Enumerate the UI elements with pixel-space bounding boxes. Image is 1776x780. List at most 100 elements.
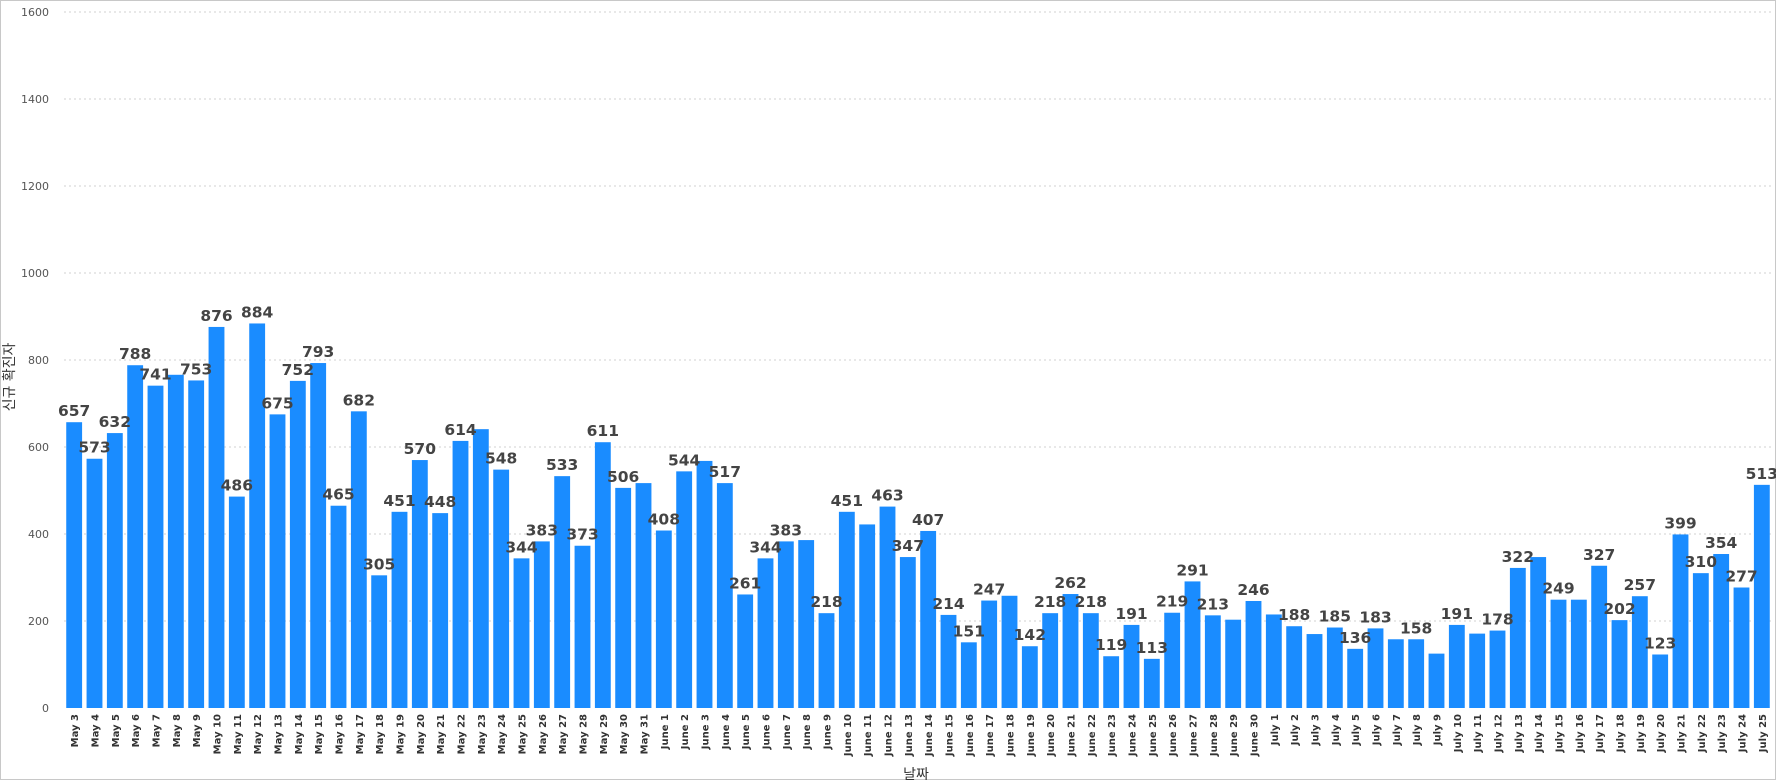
bar xyxy=(615,487,632,708)
x-tick-label: June 12 xyxy=(884,714,895,757)
x-tick-label: June 3 xyxy=(701,714,712,750)
data-label: 752 xyxy=(282,361,314,379)
x-tick-label: June 19 xyxy=(1026,714,1037,757)
data-label: 277 xyxy=(1725,568,1757,586)
x-tick-label: May 3 xyxy=(70,714,81,747)
bar xyxy=(452,440,469,708)
data-label: 548 xyxy=(485,450,517,468)
data-label: 344 xyxy=(749,538,782,556)
bar xyxy=(899,557,916,708)
data-label: 544 xyxy=(668,451,701,469)
data-label: 119 xyxy=(1095,636,1127,654)
x-tick-label: June 1 xyxy=(660,714,671,750)
x-tick-label: July 8 xyxy=(1412,714,1423,746)
x-tick-label: June 20 xyxy=(1046,714,1057,757)
data-label: 876 xyxy=(200,307,232,325)
x-tick-label: June 26 xyxy=(1168,714,1179,757)
x-tick-label: July 12 xyxy=(1494,714,1505,753)
data-label: 191 xyxy=(1115,605,1147,623)
data-label: 214 xyxy=(932,595,965,613)
bar xyxy=(1387,639,1404,708)
data-label: 373 xyxy=(566,526,598,544)
x-axis-title: 날짜 xyxy=(903,767,929,780)
bar xyxy=(554,476,571,708)
x-tick-label: July 25 xyxy=(1758,714,1769,753)
x-tick-label: June 11 xyxy=(863,714,874,757)
data-label: 463 xyxy=(871,487,903,505)
data-label: 657 xyxy=(58,402,90,420)
bar xyxy=(594,442,611,708)
x-tick-label: July 11 xyxy=(1473,714,1484,753)
data-label: 788 xyxy=(119,345,151,363)
bar xyxy=(838,511,855,708)
bar xyxy=(1123,624,1140,708)
x-tick-label: June 30 xyxy=(1250,714,1261,757)
bar xyxy=(310,363,327,708)
bar xyxy=(513,558,530,708)
x-tick-label: July 10 xyxy=(1453,714,1464,753)
data-label: 191 xyxy=(1441,605,1473,623)
data-label: 218 xyxy=(810,593,842,611)
bar xyxy=(635,483,652,708)
y-tick-label: 1000 xyxy=(21,267,49,280)
bar xyxy=(1367,628,1384,708)
x-tick-label: July 2 xyxy=(1290,714,1301,746)
bar xyxy=(289,380,306,708)
bar xyxy=(960,642,977,708)
bar xyxy=(737,594,754,708)
bar xyxy=(147,385,164,708)
x-tick-label: May 6 xyxy=(131,714,142,747)
x-tick-label: June 16 xyxy=(965,714,976,757)
data-label: 136 xyxy=(1339,629,1371,647)
x-tick-label: May 27 xyxy=(558,714,569,754)
bar xyxy=(920,530,937,708)
bar xyxy=(757,558,774,708)
data-label: 327 xyxy=(1583,546,1615,564)
data-label: 249 xyxy=(1542,580,1574,598)
bar xyxy=(676,471,693,708)
bar xyxy=(1550,599,1567,708)
data-label: 123 xyxy=(1644,634,1676,652)
data-label: 247 xyxy=(973,581,1005,599)
bar xyxy=(1021,646,1038,708)
data-label: 682 xyxy=(343,391,375,409)
bar xyxy=(1042,613,1059,708)
bar xyxy=(66,422,83,708)
x-tick-label: May 12 xyxy=(253,714,264,754)
bar xyxy=(1306,634,1323,708)
bar xyxy=(818,613,835,708)
x-tick-label: July 9 xyxy=(1433,714,1444,746)
bar xyxy=(1286,626,1303,708)
bar xyxy=(249,323,266,708)
data-label: 448 xyxy=(424,493,456,511)
x-tick-label: May 19 xyxy=(396,714,407,754)
x-tick-label: July 17 xyxy=(1595,714,1606,753)
bar xyxy=(1652,654,1669,708)
data-label: 533 xyxy=(546,456,578,474)
data-label: 451 xyxy=(383,492,415,510)
x-tick-label: July 13 xyxy=(1514,714,1525,753)
data-label: 383 xyxy=(526,521,558,539)
x-tick-label: May 17 xyxy=(355,714,366,754)
bar xyxy=(1733,587,1750,708)
x-tick-label: July 22 xyxy=(1697,714,1708,753)
bar xyxy=(533,541,550,708)
y-tick-label: 200 xyxy=(28,615,49,628)
bar xyxy=(1265,614,1282,708)
y-tick-label: 0 xyxy=(42,702,49,715)
x-tick-label: July 21 xyxy=(1677,714,1688,753)
bar xyxy=(655,530,672,708)
data-label: 506 xyxy=(607,468,639,486)
data-label: 570 xyxy=(404,440,437,458)
x-tick-label: May 20 xyxy=(416,714,427,754)
x-tick-label: June 2 xyxy=(680,714,691,750)
bar xyxy=(574,545,591,708)
data-label: 513 xyxy=(1746,465,1776,483)
data-label: 305 xyxy=(363,555,395,573)
bar xyxy=(1204,615,1221,708)
x-tick-label: June 18 xyxy=(1006,714,1017,757)
x-tick-label: July 15 xyxy=(1555,714,1566,753)
x-tick-label: May 9 xyxy=(192,714,203,747)
